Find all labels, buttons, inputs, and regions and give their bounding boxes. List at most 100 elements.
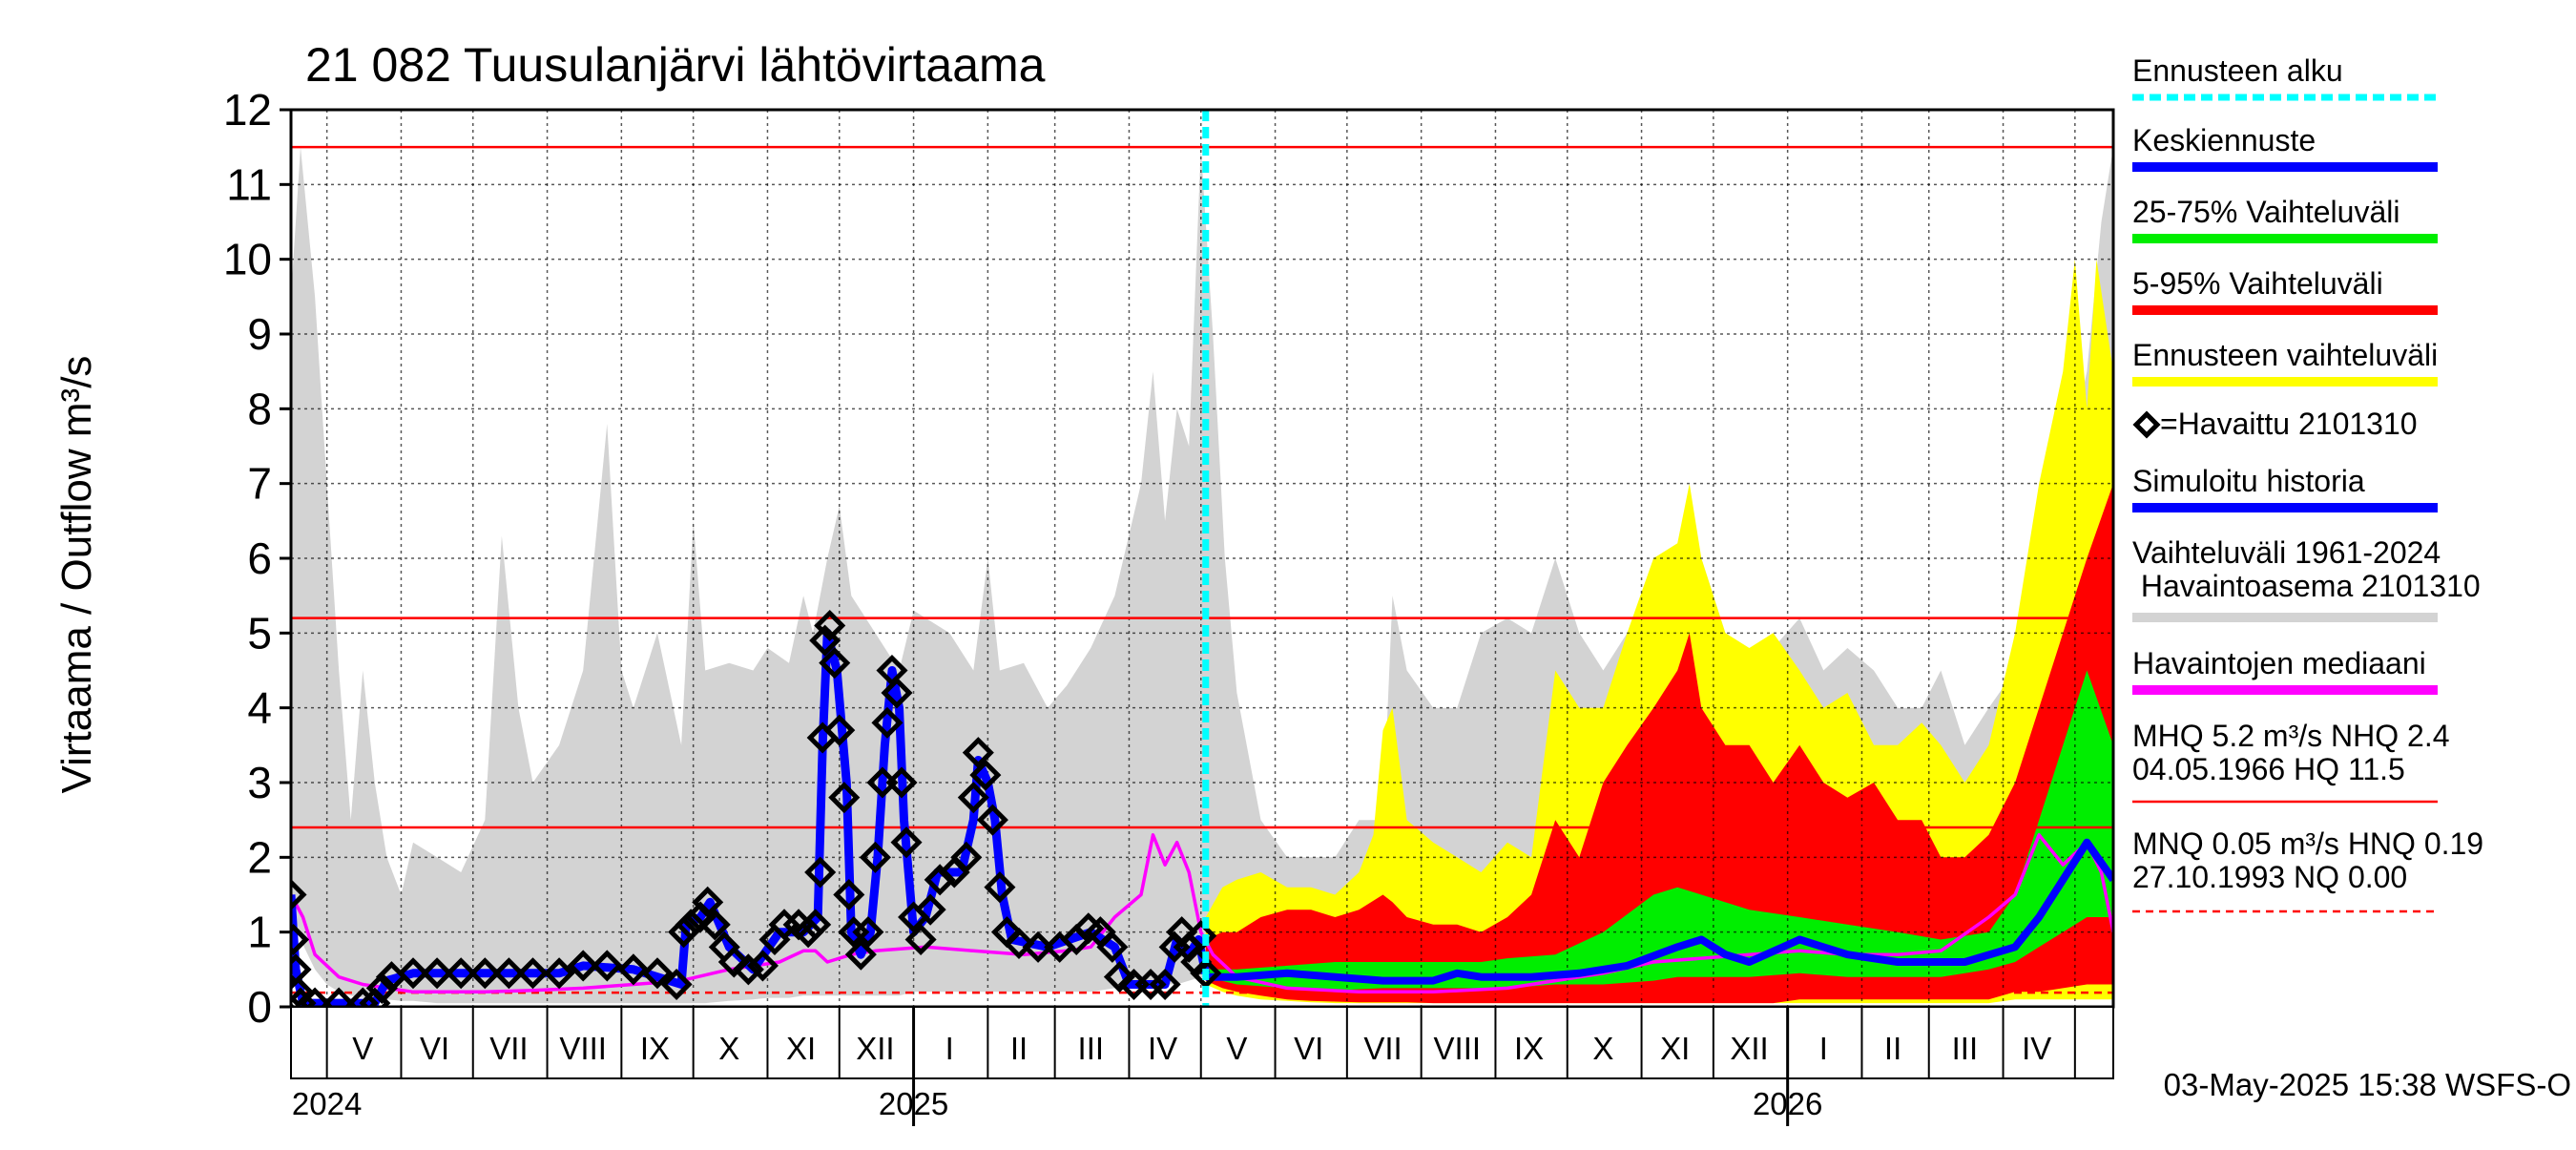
chart-title: 21 082 Tuusulanjärvi lähtövirtaama — [305, 38, 1046, 92]
observed-marker — [617, 953, 650, 986]
x-month-label: XII — [856, 1031, 894, 1066]
y-axis-label: Virtaama / Outflow m³/s — [53, 356, 100, 794]
x-month-label: I — [945, 1031, 954, 1066]
legend-item-4-label: Ennusteen vaihteluväli — [2132, 338, 2438, 372]
legend-item-7-label2: Havaintoasema 2101310 — [2132, 569, 2481, 603]
observed-marker — [291, 878, 307, 911]
observed-marker — [397, 957, 429, 990]
observed-marker — [852, 916, 884, 949]
observed-marker — [814, 609, 846, 642]
observed-marker — [692, 886, 724, 918]
x-month-label: X — [718, 1031, 739, 1066]
x-month-label: VII — [1363, 1031, 1402, 1066]
observed-marker — [346, 987, 379, 1007]
observed-marker — [1003, 927, 1035, 959]
x-month-label: VIII — [1434, 1031, 1482, 1066]
observed-markers-layer — [291, 609, 1222, 1007]
observed-marker — [984, 871, 1016, 904]
x-month-label: IX — [640, 1031, 670, 1066]
observed-marker — [445, 957, 477, 990]
y-tick-label: 7 — [247, 459, 272, 509]
observed-marker — [823, 714, 856, 746]
y-tick-label: 12 — [223, 85, 272, 135]
y-tick-label: 4 — [247, 683, 272, 733]
legend: Ennusteen alku Keskiennuste 25-75% Vaihtel… — [2132, 53, 2483, 913]
observed-marker — [365, 972, 398, 1004]
observed-marker — [291, 923, 310, 956]
observed-marker — [567, 950, 599, 982]
observed-marker — [914, 893, 946, 926]
x-month-label: VIII — [559, 1031, 607, 1066]
observed-marker — [962, 737, 994, 769]
observed-marker — [322, 987, 355, 1007]
observed-marker — [969, 759, 1002, 791]
legend-item-3-label: 5-95% Vaihteluväli — [2132, 266, 2383, 301]
observed-marker — [660, 968, 693, 1001]
observed-marker — [833, 878, 865, 911]
range-25-75-layer — [1205, 670, 2113, 991]
y-tick-label: 11 — [226, 159, 272, 209]
y-tick-label: 8 — [247, 384, 272, 433]
x-month-label: VII — [489, 1031, 528, 1066]
x-year-label: 2025 — [879, 1086, 948, 1121]
observed-marker — [800, 909, 832, 941]
x-month-label: IV — [1148, 1031, 1177, 1066]
observed-marker — [641, 957, 674, 990]
observed-marker — [976, 804, 1008, 836]
observed-marker — [1096, 930, 1129, 963]
observed-marker — [871, 706, 904, 739]
observed-marker — [698, 909, 731, 941]
observed-marker — [904, 923, 937, 956]
x-month-label: III — [1078, 1031, 1105, 1066]
y-tick-label: 2 — [247, 832, 272, 882]
legend-item-10-label2: 27.10.1993 NQ 0.00 — [2132, 860, 2407, 894]
legend-marker-observed — [2132, 410, 2161, 439]
legend-item-0-label: Ennusteen alku — [2132, 53, 2343, 88]
observed-marker — [717, 946, 750, 978]
observed-marker — [468, 957, 501, 990]
y-tick-label: 10 — [223, 235, 272, 284]
series-line-keskiennuste — [1205, 838, 2113, 985]
y-tick-label: 0 — [247, 982, 272, 1032]
y-tick-label: 5 — [247, 608, 272, 658]
observed-marker — [1149, 968, 1181, 1001]
x-month-label: V — [1226, 1031, 1247, 1066]
y-tick-label: 1 — [247, 908, 272, 957]
x-year-label: 2024 — [292, 1086, 362, 1121]
x-axis-band — [290, 1006, 2114, 1079]
range-25-75-band — [1205, 670, 2113, 991]
observed-marker — [1022, 930, 1054, 963]
range-5-95-band — [1205, 483, 2113, 1004]
observed-marker — [516, 957, 550, 990]
legend-item-1-label: Keskiennuste — [2132, 123, 2316, 157]
legend-item-9-label2: 04.05.1966 HQ 11.5 — [2132, 752, 2405, 786]
observed-marker — [828, 782, 861, 814]
observed-marker — [950, 841, 983, 873]
x-month-label: VI — [1294, 1031, 1323, 1066]
observed-marker — [859, 841, 891, 873]
x-month-label: II — [1010, 1031, 1028, 1066]
x-month-label: II — [1884, 1031, 1901, 1066]
observed-marker — [543, 957, 575, 990]
observed-marker — [1190, 957, 1222, 990]
x-month-label: XI — [1660, 1031, 1690, 1066]
observed-marker — [492, 957, 525, 990]
observed-marker — [957, 782, 989, 814]
observed-marker — [890, 826, 923, 859]
observed-marker — [1185, 920, 1217, 952]
legend-item-10-label: MNQ 0.05 m³/s HNQ 0.19 — [2132, 826, 2483, 861]
x-month-label: V — [352, 1031, 373, 1066]
range-5-95-layer — [1205, 483, 2113, 1004]
observed-marker — [881, 677, 913, 709]
legend-item-2-label: 25-75% Vaihteluväli — [2132, 195, 2399, 229]
reference-lines-layer — [291, 145, 2113, 994]
x-month-label: VI — [420, 1031, 449, 1066]
observed-marker — [421, 957, 453, 990]
observed-marker — [804, 856, 837, 889]
footer-timestamp: 03-May-2025 15:38 WSFS-O — [2164, 1067, 2571, 1102]
observed-marker — [732, 953, 764, 986]
observed-marker — [844, 938, 877, 971]
x-year-label: 2026 — [1753, 1086, 1822, 1121]
observed-marker — [885, 766, 918, 799]
